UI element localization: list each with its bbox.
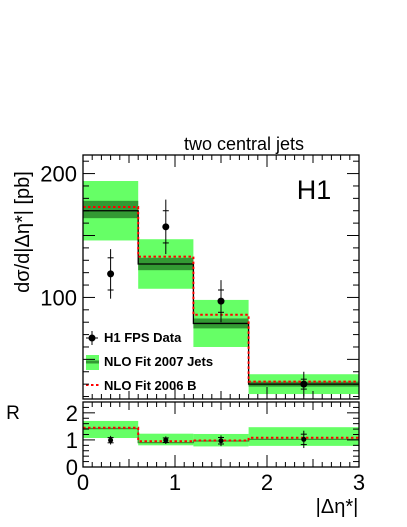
x-tick-label: 1 [169, 470, 181, 495]
ratio-point [163, 437, 169, 443]
legend-label-band: NLO Fit 2007 Jets [104, 354, 213, 369]
ratio-band-bin [83, 420, 139, 439]
data-point [217, 297, 225, 305]
data-point [107, 270, 115, 278]
data-point [300, 380, 308, 388]
x-axis-label: |Δη*| [316, 496, 359, 518]
ratio-y-label: R [6, 403, 20, 424]
main-panel [82, 154, 360, 400]
ratio-y-tick-label: 0 [66, 455, 78, 480]
legend-label-fit2006: NLO Fit 2006 B [104, 378, 196, 393]
ratio-y-tick-label: 1 [66, 428, 78, 453]
chart-labels: two central jets H1 dσ/d|Δη*| [pb] R |Δη… [6, 134, 365, 518]
ratio-y-tick-label: 2 [66, 401, 78, 426]
y-tick-label: 200 [40, 162, 77, 187]
y-axis-label: dσ/d|Δη*| [pb] [12, 171, 34, 293]
y-tick-label: 100 [40, 285, 77, 310]
ratio-panel [82, 401, 360, 468]
experiment-label: H1 [297, 175, 332, 205]
legend-marker-data-point [88, 334, 96, 342]
x-tick-label: 2 [261, 470, 273, 495]
x-tick-label: 3 [353, 470, 365, 495]
legend-label-data: H1 FPS Data [104, 330, 182, 345]
chart-title: two central jets [184, 134, 304, 154]
x-tick-label: 0 [77, 470, 89, 495]
data-point [162, 223, 170, 231]
nlo-inner-band-bin [83, 200, 139, 219]
ratio-fit2006-line [83, 426, 359, 443]
ratio-point [301, 436, 307, 442]
ratio-point [108, 437, 114, 443]
ratio-point [218, 438, 224, 444]
